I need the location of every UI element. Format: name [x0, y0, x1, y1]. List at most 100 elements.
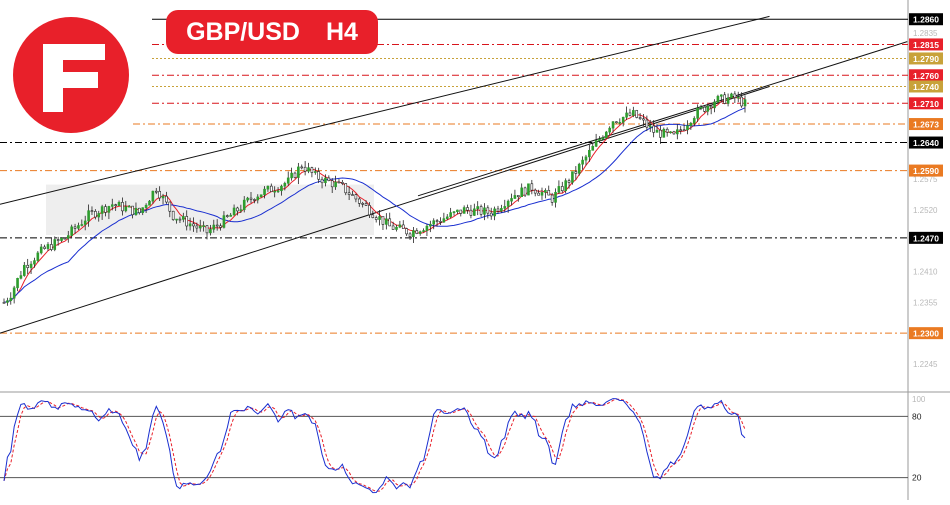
- candle: [445, 214, 449, 221]
- level-badge-label: 1.2760: [913, 71, 939, 81]
- candle: [429, 220, 432, 233]
- candle: [361, 201, 364, 208]
- candle-body: [581, 159, 584, 165]
- candle-body: [540, 192, 544, 196]
- candle-body: [506, 200, 510, 207]
- candle-body: [459, 209, 463, 214]
- candle-body: [286, 177, 290, 184]
- candle: [320, 176, 324, 189]
- candle-body: [320, 178, 324, 184]
- level-badge-label: 1.2590: [913, 166, 939, 176]
- candle: [168, 201, 172, 218]
- candle: [588, 144, 591, 162]
- candle: [354, 193, 358, 203]
- candle-body: [408, 233, 412, 238]
- candle: [97, 210, 101, 222]
- candle-body: [520, 187, 523, 197]
- channel-middle-line: [417, 41, 908, 197]
- candle-body: [625, 112, 628, 118]
- candle: [628, 108, 632, 117]
- candle-body: [686, 125, 689, 131]
- candle: [554, 188, 557, 208]
- candle-body: [280, 185, 283, 192]
- candle-body: [357, 198, 361, 204]
- candle: [107, 205, 111, 220]
- candle: [327, 175, 331, 182]
- candle: [462, 205, 466, 214]
- candle-body: [479, 206, 483, 215]
- candle-body: [679, 129, 683, 132]
- candle-body: [703, 106, 706, 112]
- moving-average-fast: [3, 96, 746, 303]
- candle: [22, 261, 26, 277]
- candle: [571, 171, 574, 185]
- logo-f-glyph: [43, 44, 105, 112]
- candle: [114, 203, 117, 211]
- candle-body: [6, 300, 9, 303]
- candle: [280, 184, 283, 196]
- candle-body: [94, 211, 97, 218]
- candle-body: [188, 223, 192, 227]
- candle-body: [733, 93, 737, 98]
- candle: [141, 207, 145, 216]
- candle: [66, 230, 70, 243]
- candle-body: [249, 197, 253, 200]
- level-badge: [909, 97, 943, 110]
- candle-body: [212, 224, 216, 230]
- candle-body: [317, 171, 320, 180]
- price-tick-label: 1.2410: [913, 267, 938, 276]
- candle-body: [29, 263, 33, 268]
- candle-body: [429, 223, 432, 227]
- candle-body: [334, 181, 337, 188]
- candle-body: [449, 212, 452, 218]
- candle: [33, 257, 36, 268]
- candle: [70, 224, 73, 239]
- candle: [239, 204, 243, 213]
- candle: [134, 202, 138, 216]
- candle: [615, 121, 618, 124]
- candle: [618, 118, 622, 125]
- candle: [368, 202, 371, 218]
- candle: [412, 226, 415, 244]
- candle: [483, 203, 486, 221]
- candle: [401, 220, 405, 229]
- candle: [574, 166, 578, 181]
- candle: [540, 187, 544, 200]
- candle: [435, 219, 439, 227]
- candle: [567, 178, 571, 189]
- candle: [408, 232, 412, 241]
- candle-body: [354, 194, 358, 200]
- candle: [110, 198, 114, 211]
- candle: [598, 136, 601, 144]
- candle-body: [215, 224, 219, 227]
- candle-body: [442, 218, 446, 223]
- candle-body: [473, 208, 476, 216]
- candle-body: [80, 224, 84, 226]
- candle: [560, 181, 564, 193]
- candle-body: [466, 207, 469, 211]
- candle-body: [486, 207, 490, 214]
- channel-upper-line: [0, 15, 770, 205]
- candle-body: [344, 183, 348, 194]
- candle: [36, 251, 40, 262]
- candle: [127, 204, 131, 208]
- candle: [80, 219, 84, 227]
- candle-body: [313, 171, 317, 173]
- candle: [50, 238, 53, 252]
- candle: [442, 212, 446, 223]
- candle-body: [648, 125, 652, 128]
- level-badge-label: 1.2300: [913, 329, 939, 339]
- title-badge: GBP/USD H4: [166, 10, 378, 54]
- candle: [652, 120, 655, 138]
- candle-body: [547, 190, 551, 196]
- candle-body: [300, 166, 304, 169]
- price-tick-label: 1.2575: [913, 175, 938, 184]
- candle-body: [327, 177, 331, 181]
- candle: [530, 179, 534, 195]
- candle: [456, 209, 459, 215]
- candle: [195, 222, 199, 233]
- price-tick-label: 1.2245: [913, 360, 938, 369]
- candle: [341, 180, 344, 186]
- candle: [425, 224, 429, 237]
